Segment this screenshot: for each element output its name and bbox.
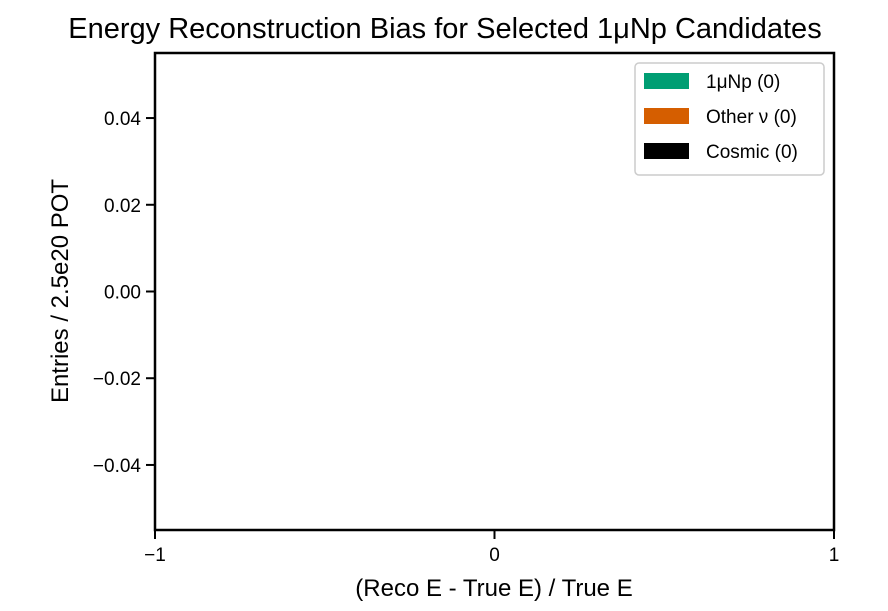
legend-swatch [644,108,689,124]
legend: 1μNp (0) Other ν (0) Cosmic (0) [634,62,825,176]
x-axis-label: (Reco E - True E) / True E [355,575,632,602]
y-tick-label: 0.04 [104,109,141,130]
x-tick-label: −1 [144,545,166,566]
x-tick-label: 0 [489,545,500,566]
legend-label: 1μNp (0) [706,72,780,93]
y-tick-label: −0.02 [93,369,141,390]
chart-title: Energy Reconstruction Bias for Selected … [68,13,821,45]
legend-label: Cosmic (0) [706,142,798,163]
y-tick-label: 0.02 [104,196,141,217]
y-tick-label: −0.04 [93,456,142,477]
legend-label: Other ν (0) [706,107,797,128]
y-axis-label: Entries / 2.5e20 POT [47,179,74,403]
y-axis: 0.04 0.02 0.00 −0.02 −0.04 [93,109,155,477]
legend-swatch [644,73,689,89]
x-axis: −1 0 1 [144,530,839,566]
y-tick-label: 0.00 [104,283,141,304]
x-tick-label: 1 [829,545,840,566]
legend-swatch [644,143,689,159]
